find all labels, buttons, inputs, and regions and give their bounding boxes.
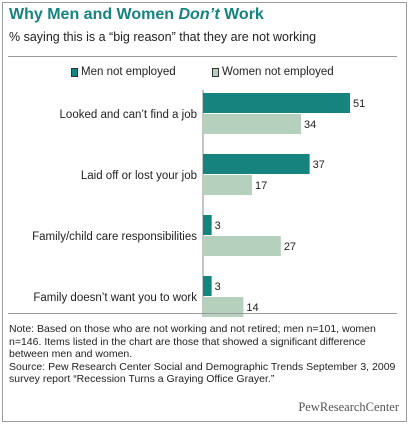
legend-swatch-women — [212, 67, 219, 77]
bar-men-laid-off-or-lost-your-job — [203, 154, 310, 174]
category-label-family-doesn-t-want-you-to-work: Family doesn’t want you to work — [33, 292, 197, 304]
bar-women-laid-off-or-lost-your-job — [203, 175, 252, 195]
bar-chart: Looked and can’t find a job 51 34 Laid off … — [32, 90, 365, 317]
bar-men-family-doesn-t-want-you-to-work — [203, 276, 212, 296]
chart-title: Why Men and Women Don’t Work — [9, 6, 264, 24]
data-label-men-family-child-care-responsibilities: 3 — [215, 220, 221, 232]
footer-divider — [8, 313, 397, 314]
bar-women-looked-and-can-t-find-a-job — [203, 114, 301, 134]
title-text-end: Work — [219, 6, 264, 23]
legend-swatch-men — [71, 67, 78, 77]
bar-men-family-child-care-responsibilities — [203, 215, 212, 235]
bar-men-looked-and-can-t-find-a-job — [203, 93, 350, 113]
brand-logo: PewResearchCenter — [298, 400, 399, 414]
legend-label-men: Men not employed — [81, 66, 176, 78]
bar-women-family-doesn-t-want-you-to-work — [203, 297, 244, 317]
chart-notes: Note: Based on those who are not working… — [9, 323, 399, 386]
data-label-women-family-child-care-responsibilities: 27 — [284, 241, 296, 253]
data-label-women-laid-off-or-lost-your-job: 17 — [255, 180, 267, 192]
chart-subtitle: % saying this is a “big reason” that the… — [9, 30, 317, 44]
category-label-looked-and-can-t-find-a-job: Looked and can’t find a job — [60, 109, 197, 121]
legend-item-men: Men not employed — [71, 66, 176, 78]
data-label-men-laid-off-or-lost-your-job: 37 — [313, 159, 325, 171]
data-label-men-looked-and-can-t-find-a-job: 51 — [353, 98, 365, 110]
chart-frame — [2, 2, 407, 422]
title-text-start: Why Men and Women — [9, 6, 179, 23]
data-label-men-family-doesn-t-want-you-to-work: 3 — [215, 281, 221, 293]
note-text: Note: Based on those who are not working… — [9, 323, 376, 360]
legend-label-women: Women not employed — [222, 66, 334, 78]
category-label-family-child-care-responsibilities: Family/child care responsibilities — [32, 231, 197, 243]
header-divider — [8, 56, 397, 57]
source-text: Source: Pew Research Center Social and D… — [9, 360, 396, 386]
data-label-women-looked-and-can-t-find-a-job: 34 — [304, 119, 316, 131]
bar-women-family-child-care-responsibilities — [203, 236, 281, 256]
legend-item-women: Women not employed — [212, 66, 334, 78]
category-label-laid-off-or-lost-your-job: Laid off or lost your job — [81, 170, 197, 182]
title-text-emphasis: Don’t — [178, 6, 220, 23]
data-label-women-family-doesn-t-want-you-to-work: 14 — [246, 302, 258, 314]
